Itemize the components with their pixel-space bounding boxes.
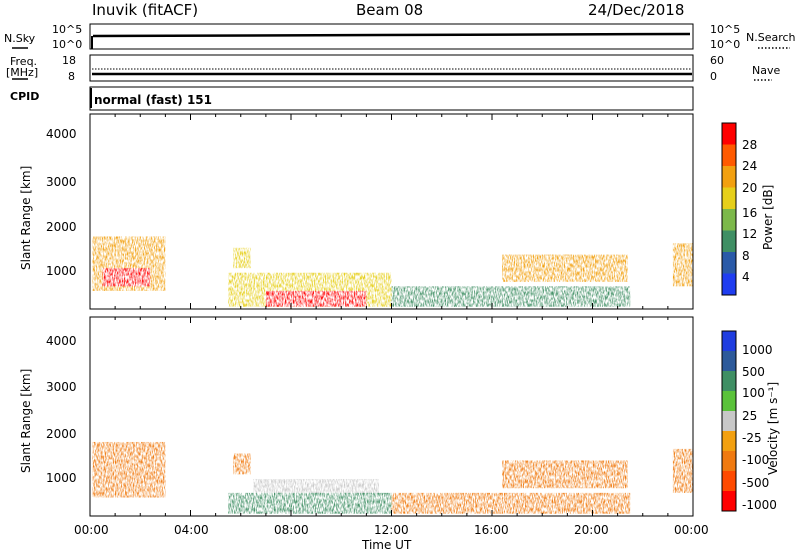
vel-cb-tick-500: 500	[742, 365, 765, 379]
colorbar-power-swatch-6	[722, 252, 736, 274]
nsky-tick-bottom: 10^0	[52, 38, 83, 51]
power-ytick-2000: 2000	[46, 220, 77, 234]
x-axis-label: Time UT	[362, 538, 412, 552]
vel-cb-tick-1000: 1000	[742, 343, 773, 357]
nave-label: Nave	[752, 64, 781, 77]
colorbar-power-swatch-7	[722, 273, 736, 295]
power-ytick-4000: 4000	[46, 127, 77, 141]
colorbar-velocity-swatch-1	[722, 351, 736, 371]
power-cb-tick-28: 28	[742, 138, 758, 152]
velocity-ytick-3000: 3000	[46, 380, 77, 394]
velocity-layer-region-3	[228, 492, 392, 514]
colorbar-power-swatch-4	[722, 209, 736, 231]
velocity-ylabel: Slant Range [km]	[19, 368, 33, 473]
colorbar-power-swatch-3	[722, 187, 736, 209]
xtick-2400: 00:00	[674, 523, 709, 537]
station-title: Inuvik (fitACF)	[92, 1, 199, 19]
colorbar-power-swatch-1	[722, 144, 736, 166]
power-layer-region-4	[265, 290, 367, 307]
freq-tick-top: 18	[62, 54, 76, 67]
velocity-heatmap	[92, 441, 693, 514]
velocity-ytick-2000: 2000	[46, 427, 77, 441]
vel-cb-tick-neg25: -25	[742, 431, 762, 445]
nsky-trace	[92, 32, 691, 38]
power-colorbar-label: Power [dB]	[761, 184, 775, 250]
velocity-layer-region-1	[233, 453, 251, 475]
nave-tick-top: 60	[710, 54, 724, 67]
colorbar-velocity-swatch-7	[722, 471, 736, 491]
velocity-layer-region-6	[672, 448, 693, 493]
power-ytick-3000: 3000	[46, 175, 77, 189]
vel-cb-tick-100: 100	[742, 386, 765, 400]
velocity-ytick-1000: 1000	[46, 471, 77, 485]
beam-title: Beam 08	[356, 1, 424, 19]
freq-tick-bottom: 8	[68, 70, 75, 83]
colorbar-velocity-swatch-5	[722, 431, 736, 451]
colorbar-power-swatch-2	[722, 166, 736, 188]
nsky-tick-top: 10^5	[52, 23, 83, 36]
power-cb-tick-4: 4	[742, 270, 750, 284]
colorbar-velocity-swatch-0	[722, 331, 736, 351]
vel-cb-tick-neg1000: -1000	[742, 498, 777, 512]
power-cb-tick-16: 16	[742, 206, 758, 220]
power-cb-tick-8: 8	[742, 249, 750, 263]
colorbar-power-swatch-0	[722, 123, 736, 145]
power-colorbar	[721, 122, 737, 296]
colorbar-velocity-swatch-2	[722, 371, 736, 391]
nsearch-tick-bottom: 10^0	[710, 38, 741, 51]
colorbar-velocity-swatch-3	[722, 391, 736, 411]
cpid-label: CPID	[10, 90, 40, 103]
vel-cb-tick-neg500: -500	[742, 476, 770, 490]
colorbar-velocity-swatch-8	[722, 491, 736, 511]
power-cb-tick-20: 20	[742, 181, 758, 195]
nsearch-label: N.Search	[746, 31, 796, 44]
power-layer-region-6	[502, 254, 628, 282]
velocity-colorbar-label: Velocity [m s⁻¹]	[766, 381, 780, 475]
colorbar-power-swatch-5	[722, 230, 736, 252]
power-heatmap	[92, 236, 693, 307]
power-layer-region-1	[102, 268, 151, 287]
velocity-colorbar	[721, 330, 737, 512]
xtick-0800: 08:00	[274, 523, 309, 537]
nave-tick-bottom: 0	[710, 70, 717, 83]
xtick-1200: 12:00	[374, 523, 409, 537]
velocity-layer-region-4	[391, 492, 631, 514]
colorbar-velocity-swatch-4	[722, 411, 736, 431]
vel-cb-tick-neg100: -100	[742, 453, 770, 467]
power-layer-region-2	[233, 247, 251, 269]
power-ytick-1000: 1000	[46, 264, 77, 278]
xtick-1600: 16:00	[474, 523, 509, 537]
freq-label: Freq.	[10, 55, 38, 68]
xtick-0000: 00:00	[74, 523, 109, 537]
power-cb-tick-24: 24	[742, 159, 758, 173]
date-title: 24/Dec/2018	[588, 1, 685, 19]
cpid-value: normal (fast) 151	[94, 93, 212, 107]
nsky-label: N.Sky	[4, 32, 36, 45]
power-layer-region-7	[672, 243, 693, 287]
velocity-layer-region-0	[92, 441, 166, 498]
power-ylabel: Slant Range [km]	[19, 165, 33, 270]
colorbar-velocity-swatch-6	[722, 451, 736, 471]
velocity-layer-region-5	[502, 460, 628, 489]
freq-unit-label: [MHz]	[6, 66, 39, 79]
vel-cb-tick-25: 25	[742, 409, 758, 423]
xtick-0400: 04:00	[174, 523, 209, 537]
power-cb-tick-12: 12	[742, 227, 758, 241]
xtick-2000: 20:00	[574, 523, 609, 537]
power-layer-region-5	[391, 286, 631, 307]
nsearch-tick-top: 10^5	[710, 23, 741, 36]
velocity-ytick-4000: 4000	[46, 334, 77, 348]
